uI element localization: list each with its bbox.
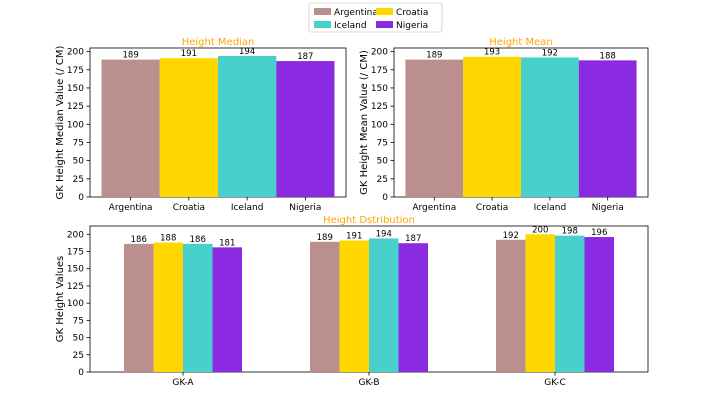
y-tick-label: 125 <box>371 102 388 112</box>
y-tick-label: 175 <box>371 66 388 76</box>
bar-gk-b-argentina <box>310 241 340 372</box>
x-tick-label-gk-a: GK-A <box>172 378 194 388</box>
data-label-iceland: 192 <box>542 48 558 58</box>
x-tick-label-nigeria: Nigeria <box>289 203 321 213</box>
mean-chart-title: Height Mean <box>489 37 552 48</box>
y-tick-label: 100 <box>371 120 388 130</box>
bar-gk-a-iceland <box>183 243 213 372</box>
bar-gk-a-argentina <box>124 243 154 372</box>
x-tick-label-croatia: Croatia <box>476 203 508 213</box>
data-label-gk-c-iceland: 198 <box>562 227 578 237</box>
y-tick-label: 175 <box>67 247 84 257</box>
data-label-nigeria: 188 <box>600 51 616 61</box>
median-chart-y-axis-label: GK Height Median Value (/ CM) <box>55 45 66 199</box>
bar-croatia <box>159 58 218 197</box>
bar-gk-c-croatia <box>525 234 555 372</box>
legend-label-argentina: Argentina <box>334 8 378 18</box>
y-tick-label: 50 <box>377 157 389 167</box>
y-tick-label: 50 <box>73 334 85 344</box>
y-tick-label: 75 <box>377 138 388 148</box>
x-tick-label-gk-c: GK-C <box>544 378 565 388</box>
x-tick-label-iceland: Iceland <box>534 203 567 213</box>
y-tick-label: 25 <box>73 175 84 185</box>
distribution-chart-title: Height Dstribution <box>323 215 415 226</box>
y-tick-label: 100 <box>67 299 84 309</box>
bar-iceland <box>521 57 579 198</box>
y-tick-label: 200 <box>67 48 84 58</box>
y-tick-label: 25 <box>377 175 388 185</box>
data-label-argentina: 189 <box>123 51 139 61</box>
bar-nigeria <box>578 60 637 198</box>
y-tick-label: 200 <box>371 48 388 58</box>
distribution-chart-y-axis-label: GK Height Values <box>55 256 66 342</box>
x-tick-label-argentina: Argentina <box>109 203 153 213</box>
data-label-gk-c-nigeria: 196 <box>591 228 607 238</box>
y-tick-label: 150 <box>371 84 388 94</box>
distribution-chart: Height Dstribution GK Height Values 0 25 5… <box>55 215 649 388</box>
median-chart: Height Median GK Height Median Value (/ … <box>55 37 347 213</box>
data-label-nigeria: 187 <box>297 52 313 62</box>
legend-swatch-iceland <box>314 21 331 28</box>
data-label-gk-c-croatia: 200 <box>532 225 548 235</box>
data-label-gk-b-iceland: 194 <box>376 229 392 239</box>
y-tick-label: 100 <box>67 120 84 130</box>
bar-croatia <box>463 56 521 197</box>
y-tick-label: 50 <box>73 157 85 167</box>
y-tick-label: 0 <box>78 368 84 378</box>
bar-gk-a-nigeria <box>212 247 242 372</box>
y-tick-label: 75 <box>73 316 84 326</box>
median-chart-title: Height Median <box>182 37 255 48</box>
data-label-gk-a-croatia: 188 <box>160 234 176 244</box>
x-tick-label-nigeria: Nigeria <box>592 203 624 213</box>
bar-gk-c-iceland <box>555 235 585 372</box>
y-tick-label: 150 <box>67 265 84 275</box>
bar-nigeria <box>276 61 335 197</box>
legend-swatch-croatia <box>376 8 393 15</box>
data-label-gk-a-nigeria: 181 <box>219 238 235 248</box>
bar-gk-c-argentina <box>496 239 526 372</box>
y-tick-label: 0 <box>78 193 84 203</box>
data-label-iceland: 194 <box>239 47 255 57</box>
mean-chart: Height Mean GK Height Mean Value (/ CM) … <box>359 37 649 213</box>
data-label-gk-c-argentina: 192 <box>503 231 519 241</box>
legend-label-iceland: Iceland <box>334 21 367 31</box>
bar-gk-b-iceland <box>369 238 399 372</box>
data-label-gk-b-argentina: 189 <box>317 233 333 243</box>
y-tick-label: 150 <box>67 84 84 94</box>
data-label-croatia: 193 <box>484 48 500 58</box>
data-label-gk-b-nigeria: 187 <box>405 234 421 244</box>
x-tick-label-argentina: Argentina <box>412 203 456 213</box>
data-label-gk-a-argentina: 186 <box>131 235 147 245</box>
bar-iceland <box>218 55 277 198</box>
data-label-argentina: 189 <box>426 51 442 61</box>
bar-argentina <box>405 59 464 197</box>
legend-swatch-argentina <box>314 8 331 15</box>
bar-gk-b-croatia <box>339 240 369 372</box>
y-tick-label: 200 <box>67 230 84 240</box>
legend-label-croatia: Croatia <box>396 8 428 18</box>
y-tick-label: 75 <box>73 138 84 148</box>
y-tick-label: 0 <box>382 193 388 203</box>
y-tick-label: 125 <box>67 282 84 292</box>
x-tick-label-croatia: Croatia <box>173 203 205 213</box>
legend-label-nigeria: Nigeria <box>396 21 428 31</box>
bar-gk-a-croatia <box>153 242 183 372</box>
bar-gk-c-nigeria <box>584 237 614 372</box>
bar-gk-b-nigeria <box>398 243 428 372</box>
legend: Argentina Croatia Iceland Nigeria <box>308 2 443 33</box>
legend-swatch-nigeria <box>376 21 393 28</box>
data-label-gk-b-croatia: 191 <box>346 231 362 241</box>
y-tick-label: 175 <box>67 66 84 76</box>
x-tick-label-iceland: Iceland <box>231 203 264 213</box>
y-tick-label: 125 <box>67 102 84 112</box>
bar-argentina <box>101 59 160 197</box>
x-tick-label-gk-b: GK-B <box>358 378 379 388</box>
data-label-gk-a-iceland: 186 <box>190 235 206 245</box>
data-label-croatia: 191 <box>181 49 197 59</box>
y-tick-label: 25 <box>73 351 84 361</box>
mean-chart-y-axis-label: GK Height Mean Value (/ CM) <box>359 50 370 195</box>
